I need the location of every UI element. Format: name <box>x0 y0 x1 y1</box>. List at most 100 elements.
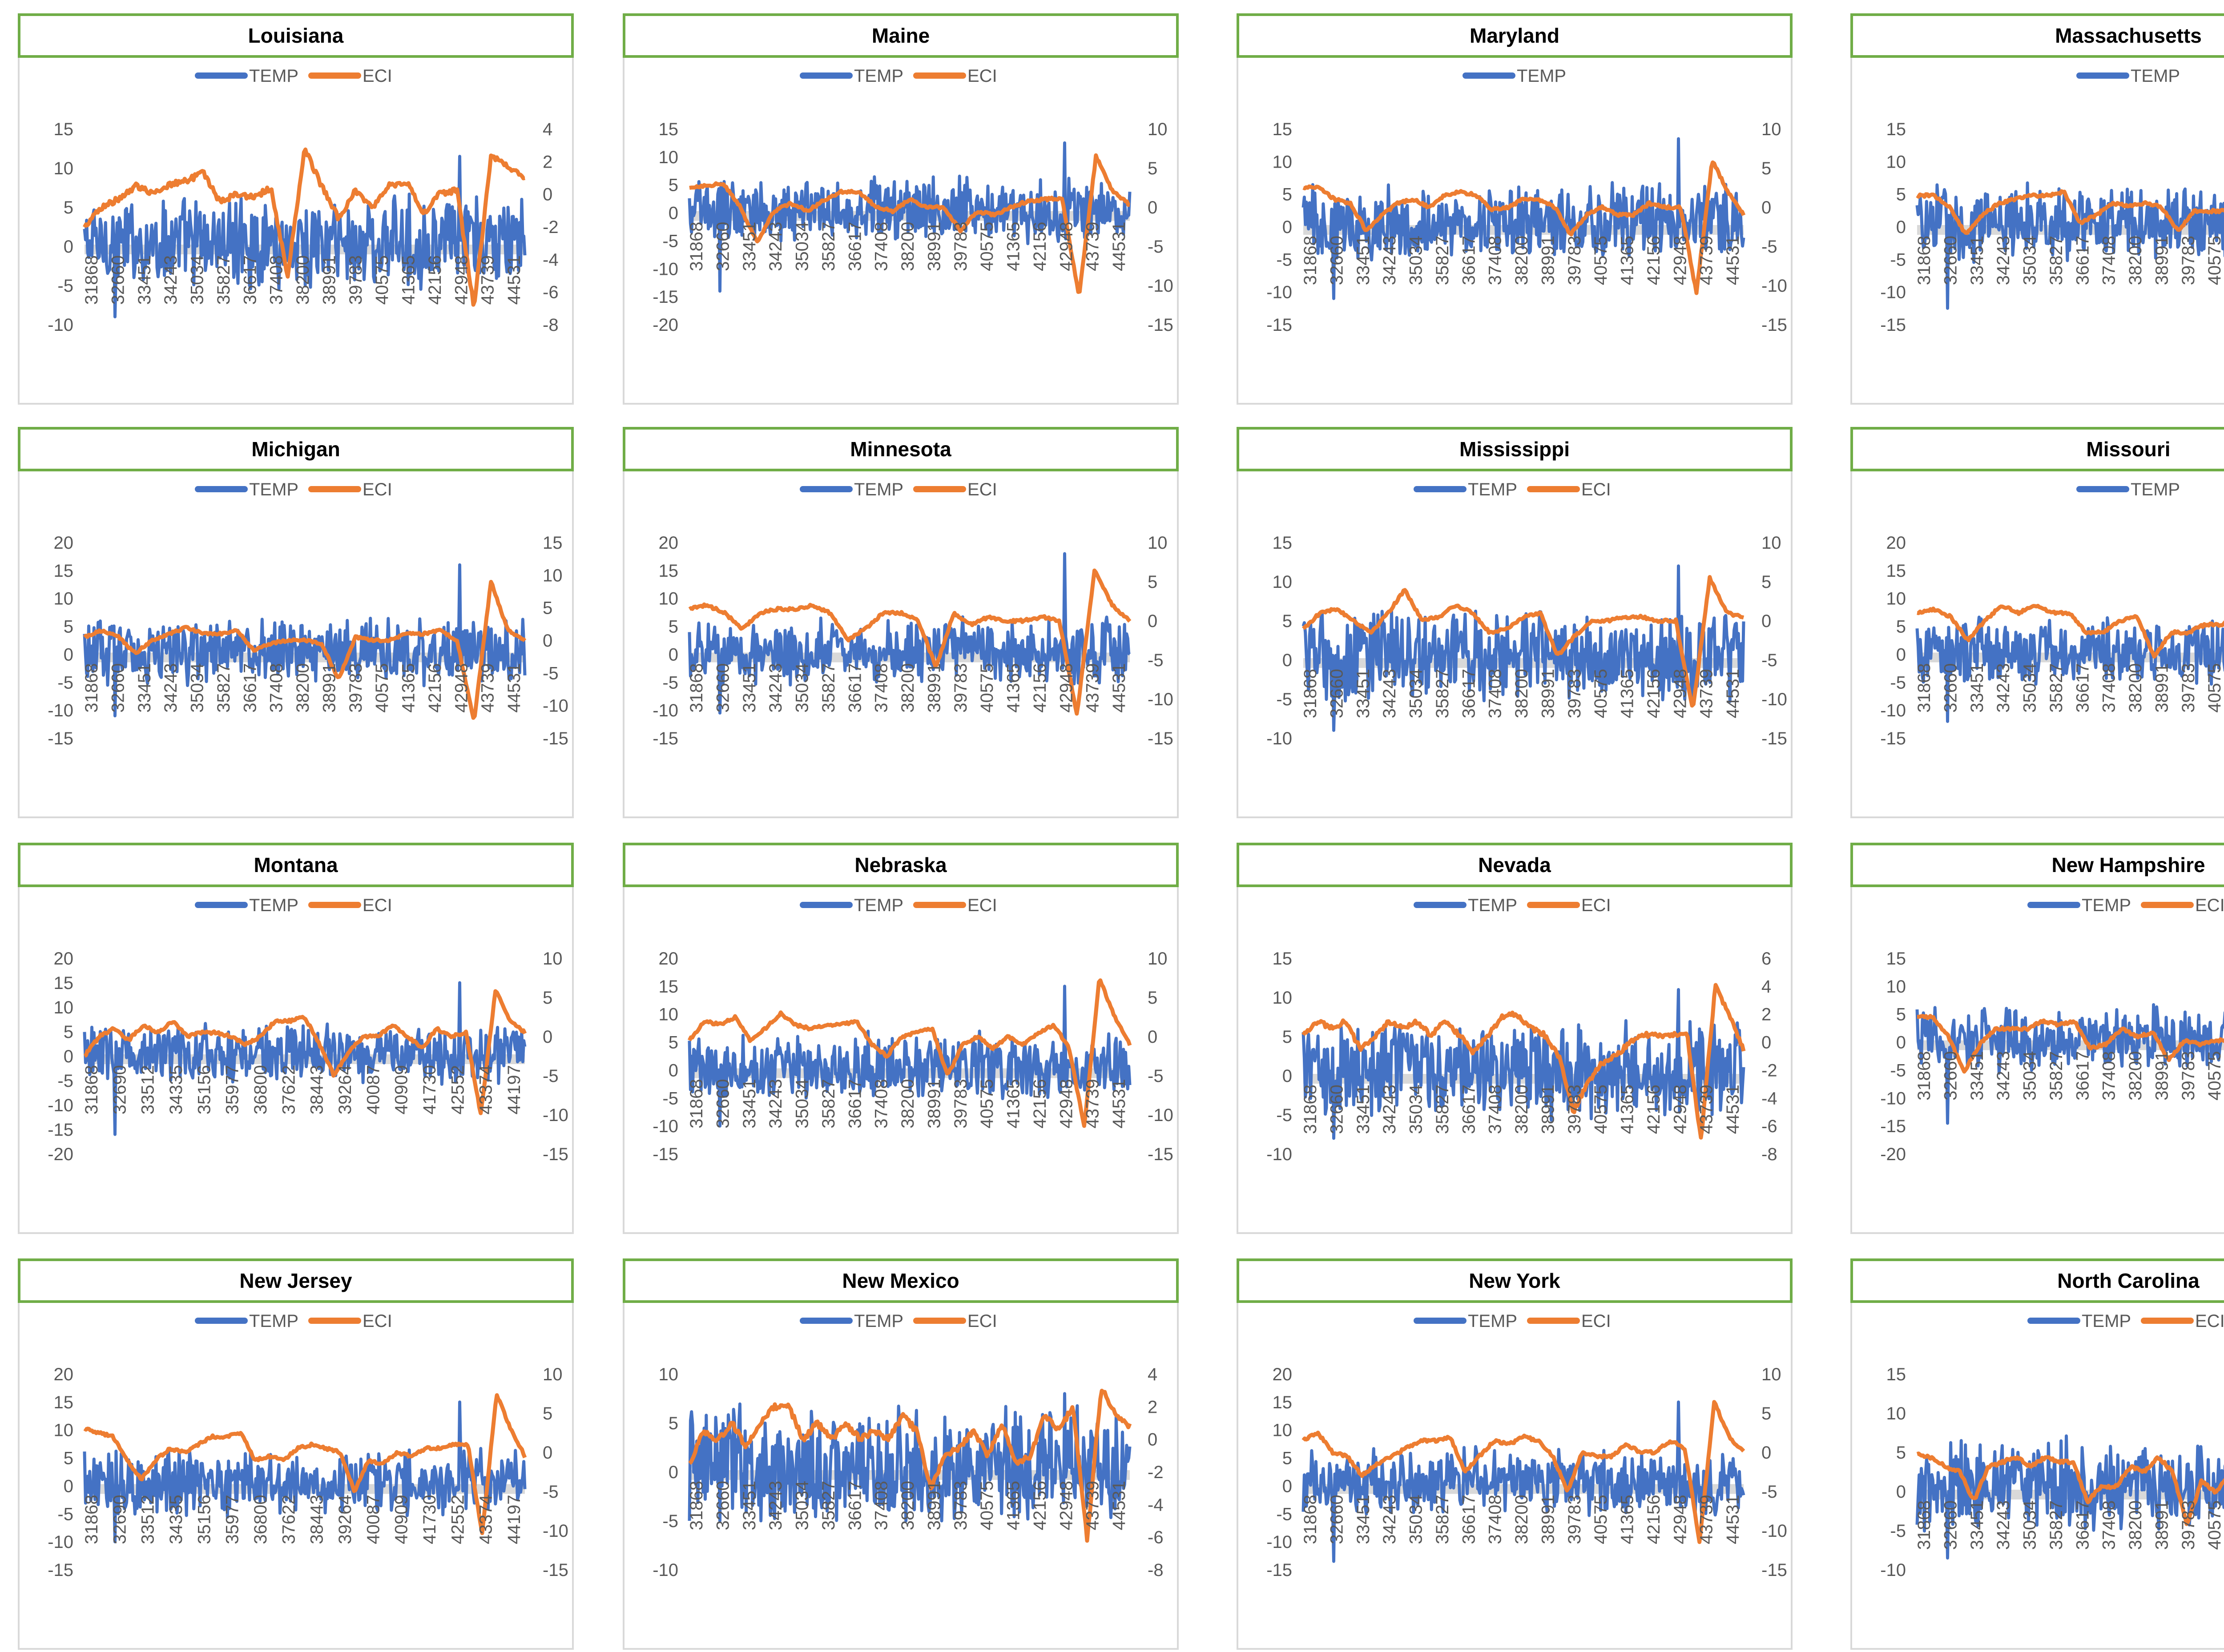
left-axis-tick: 15 <box>1886 1365 1906 1384</box>
legend: TEMP ECI <box>800 896 997 915</box>
right-axis-tick: -15 <box>543 1560 568 1580</box>
x-axis-tick: 33451 <box>1354 669 1373 718</box>
left-axis-tick: -5 <box>1890 1521 1906 1541</box>
left-axis-tick: 5 <box>1282 611 1292 631</box>
x-axis-tick: 32660 <box>713 1079 733 1128</box>
chart-title: New York <box>1469 1269 1560 1292</box>
chart-title: Minnesota <box>850 438 951 461</box>
x-axis-tick: 35034 <box>1406 1495 1426 1544</box>
x-axis-tick: 31868 <box>687 1481 706 1530</box>
temp-series-line <box>83 563 527 718</box>
chart-title-box: Missouri <box>1850 427 2224 471</box>
left-axis-tick: -10 <box>48 1532 73 1552</box>
x-axis-tick: 43739 <box>478 255 498 305</box>
x-axis-tick: 39783 <box>1565 236 1584 285</box>
x-axis-tick: 37408 <box>872 663 891 712</box>
eci-legend-label: ECI <box>363 896 392 915</box>
x-axis-tick: 37408 <box>1486 1085 1505 1134</box>
left-axis-tick: -15 <box>48 1560 73 1580</box>
left-axis-tick: 0 <box>1896 1482 1906 1502</box>
right-axis-tick: 0 <box>1761 611 1771 631</box>
x-axis-tick: 38200 <box>898 1079 918 1128</box>
x-axis-tick: 42156 <box>1030 1481 1050 1530</box>
x-axis-tick: 33451 <box>1354 1085 1373 1134</box>
right-axis-tick: -5 <box>543 1482 559 1502</box>
left-axis-tick: -15 <box>48 1120 73 1140</box>
x-axis-tick: 34243 <box>766 1079 786 1128</box>
chart-title-box: New Jersey <box>18 1258 574 1303</box>
x-axis-tick: 35827 <box>819 663 838 712</box>
left-axis-tick: 10 <box>659 148 679 167</box>
right-axis-tick: -2 <box>543 217 559 237</box>
x-axis-tick: 31868 <box>1301 669 1320 718</box>
chart-panel-new-mexico: New Mexico 10 5 0 -5 -10 4 2 0 -2 -4 -6 -8 TEMP ECI 318… <box>623 1258 1179 1650</box>
temp-legend-label: TEMP <box>1468 896 1517 915</box>
left-axis-tick: 5 <box>64 1449 73 1468</box>
chart-title: Montana <box>254 853 338 876</box>
x-axis-tick: 38991 <box>924 222 944 271</box>
eci-legend-label: ECI <box>1581 896 1611 915</box>
left-axis-tick: 15 <box>1886 949 1906 969</box>
x-axis-tick: 39783 <box>951 1079 971 1128</box>
x-axis-tick: 34243 <box>1994 236 2013 285</box>
left-axis-tick: 5 <box>669 617 678 637</box>
legend: TEMP ECI <box>1414 1311 1611 1331</box>
x-axis-tick: 33451 <box>1967 236 1987 285</box>
x-axis-tick: 42948 <box>1056 222 1076 271</box>
x-axis-tick: 35827 <box>2047 236 2066 285</box>
chart-title: Maryland <box>1470 24 1559 47</box>
eci-series-line <box>1301 983 1746 1140</box>
left-axis-tick: -10 <box>1266 283 1292 302</box>
chart-area <box>1850 454 2224 818</box>
right-axis-tick: -8 <box>1761 1145 1777 1164</box>
left-axis-tick: 20 <box>54 533 74 553</box>
x-axis-tick: 33451 <box>135 255 154 305</box>
line-chart: 20 15 10 5 0 -5 -10 -15 10 5 0 -5 -10 -15 TEMP ECI 31868… <box>48 1311 568 1580</box>
right-axis-tick: 10 <box>543 566 563 585</box>
left-axis-tick: 0 <box>669 1463 678 1482</box>
left-axis-tick: -10 <box>653 701 678 720</box>
x-axis-tick: 37408 <box>2099 1051 2119 1101</box>
x-axis-tick: 38200 <box>2126 1051 2145 1101</box>
x-axis-tick: 38200 <box>1512 669 1531 718</box>
chart-title: Mississippi <box>1459 438 1570 461</box>
temp-series-line <box>83 981 527 1136</box>
right-axis-tick: 4 <box>543 120 552 139</box>
x-axis-tick: 34243 <box>1994 663 2013 712</box>
line-chart: 20 15 10 5 0 -5 -10 -15 10 5 0 -5 -10 -15 TEMP ECI 31868… <box>653 896 1173 1164</box>
x-axis-tick: 31868 <box>1914 1500 1934 1550</box>
legend: TEMP <box>1463 66 1566 86</box>
x-axis-tick: 44197 <box>504 1065 524 1114</box>
x-axis-tick: 42156 <box>1030 663 1050 712</box>
x-axis-tick: 38991 <box>2152 663 2172 712</box>
x-axis-tick: 39783 <box>1565 669 1584 718</box>
line-chart: 151050-5-10-15-201050-5-10-15TEMPECI3186… <box>1880 896 2224 1164</box>
x-axis-tick: 35034 <box>793 1481 812 1530</box>
temp-legend-label: TEMP <box>2131 66 2180 86</box>
x-axis-tick: 37622 <box>279 1065 298 1114</box>
right-axis-tick: -10 <box>543 696 568 716</box>
x-axis-tick: 35827 <box>819 222 838 271</box>
chart-panel-mississippi: Mississippi 15 10 5 0 -5 -10 10 5 0 -5 -10 -15 TEMP EC… <box>1237 427 1793 818</box>
chart-panel-maryland: Maryland 15 10 5 0 -5 -10 -15 10 5 0 -5 -10 -15 TEMP 31… <box>1237 13 1793 405</box>
left-axis-tick: -20 <box>48 1145 73 1164</box>
left-axis-tick: -5 <box>57 276 73 296</box>
legend: TEMP <box>2076 66 2180 86</box>
x-axis-tick: 40575 <box>977 1481 997 1530</box>
x-axis-tick: 40909 <box>392 1065 411 1114</box>
left-axis-tick: 10 <box>1273 152 1293 172</box>
temp-series-line <box>1915 1003 2224 1125</box>
x-axis-tick: 39783 <box>2179 236 2198 285</box>
left-axis-tick: 15 <box>1886 561 1906 581</box>
x-axis-tick: 41365 <box>1004 1481 1023 1530</box>
x-axis-tick: 43739 <box>1083 222 1103 271</box>
chart-title-box: New Hampshire <box>1850 843 2224 887</box>
temp-series-line <box>1301 988 1745 1140</box>
x-axis-tick: 40575 <box>372 255 392 305</box>
x-axis-tick: 36617 <box>1459 1495 1479 1544</box>
eci-series-line <box>1916 1014 2224 1074</box>
right-axis-tick: -10 <box>1761 690 1787 709</box>
right-axis-tick: 0 <box>543 1027 552 1047</box>
x-axis-tick: 32690 <box>110 1495 129 1544</box>
x-axis-tick: 35156 <box>194 1495 214 1544</box>
